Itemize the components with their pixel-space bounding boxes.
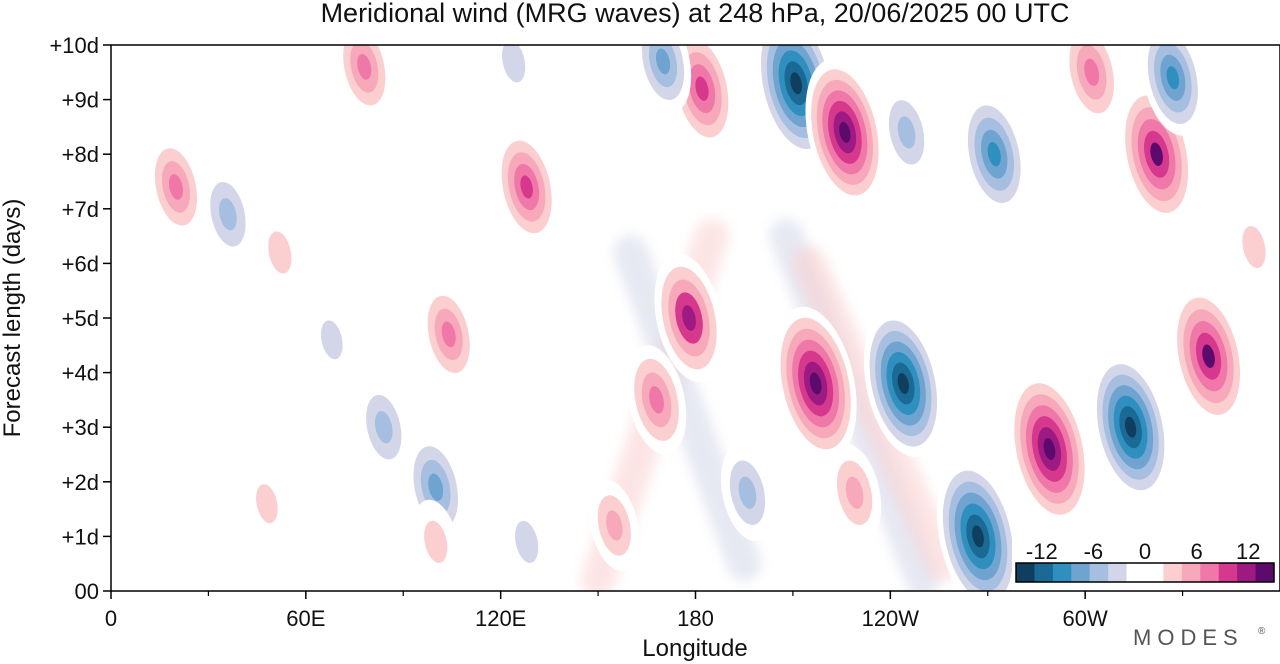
wind-feature — [863, 309, 943, 458]
chart-title: Meridional wind (MRG waves) at 248 hPa, … — [321, 0, 1070, 28]
colorbar-segment — [1034, 563, 1054, 582]
wind-feature — [503, 499, 550, 584]
colorbar-segment — [1200, 563, 1220, 582]
wind-feature — [880, 83, 934, 181]
colorbar-segment — [1052, 563, 1072, 582]
x-tick-label: 120W — [862, 606, 920, 631]
wind-feature — [626, 345, 687, 455]
y-tick-label: +1d — [62, 524, 99, 549]
colorbar-segment — [1218, 563, 1238, 582]
plot-area — [111, 45, 1280, 591]
y-tick-label: +6d — [62, 251, 99, 276]
y-tick-label: +10d — [49, 33, 99, 58]
x-tick-label: 180 — [677, 606, 714, 631]
watermark: MODES — [1133, 625, 1244, 650]
colorbar-segment — [1071, 563, 1091, 582]
wind-feature — [201, 165, 255, 263]
wind-feature — [634, 45, 692, 113]
colorbar-segment — [1108, 563, 1128, 582]
colorbar-tick-label: 6 — [1190, 539, 1202, 564]
wind-feature — [495, 129, 558, 245]
colorbar-segment — [1163, 563, 1183, 582]
wind-feature — [720, 444, 774, 542]
wind-feature — [1141, 45, 1205, 136]
wind-feature — [589, 480, 640, 571]
y-tick-label: +9d — [62, 88, 99, 113]
colorbar-tick-label: 0 — [1139, 539, 1151, 564]
x-tick-label: 60W — [1063, 606, 1108, 631]
wind-feature — [490, 45, 537, 104]
y-axis: 00 +1d +2d +3d +4d +5d +6d +7d +8d +9d +10d — [49, 33, 111, 604]
wind-feature — [310, 300, 354, 379]
wind-feature — [961, 93, 1028, 216]
wind-feature — [1008, 372, 1091, 526]
x-tick-label: 60E — [286, 606, 325, 631]
x-axis: 0 60E 120E 180 120W 60W — [105, 591, 1184, 631]
wind-feature — [1061, 45, 1122, 127]
x-tick-label: 120E — [475, 606, 526, 631]
wind-feature — [654, 253, 724, 383]
wind-feature — [805, 58, 885, 206]
wind-feature — [245, 464, 289, 543]
x-axis-label: Longitude — [642, 635, 747, 662]
wind-anomaly-features — [147, 45, 1278, 591]
wind-feature — [147, 135, 205, 239]
wind-feature — [828, 444, 882, 542]
y-tick-label: +4d — [62, 361, 99, 386]
wind-feature — [256, 210, 304, 295]
wind-feature — [937, 459, 1020, 591]
colorbar-tick-label: 12 — [1236, 539, 1260, 564]
colorbar-segment — [1089, 563, 1109, 582]
y-tick-label: +3d — [62, 415, 99, 440]
y-tick-label: +5d — [62, 306, 99, 331]
wind-feature — [1230, 204, 1278, 290]
colorbar-segment — [1237, 563, 1257, 582]
wave-band — [613, 235, 762, 581]
wind-feature — [1091, 353, 1171, 501]
colorbar-tick-label: -12 — [1026, 539, 1058, 564]
colorbar-tick-label: -6 — [1084, 539, 1104, 564]
colorbar-frame — [1015, 562, 1275, 583]
wind-feature — [420, 282, 477, 386]
colorbar-segment — [1126, 563, 1146, 582]
wind-feature — [357, 378, 411, 476]
colorbar-segment — [1016, 563, 1035, 582]
colorbar-segment — [1145, 563, 1164, 582]
wind-feature — [774, 306, 857, 461]
wind-feature — [336, 45, 393, 119]
colorbar: -12 -6 0 6 12 — [1012, 539, 1278, 587]
y-axis-label: Forecast length (days) — [0, 199, 26, 438]
x-tick-label: 0 — [105, 606, 117, 631]
wind-feature — [1170, 285, 1247, 427]
y-tick-label: +2d — [62, 470, 99, 495]
registered-mark: ® — [1258, 626, 1266, 637]
y-tick-label: 00 — [75, 579, 99, 604]
y-tick-label: +8d — [62, 142, 99, 167]
wind-feature — [412, 499, 460, 584]
y-tick-label: +7d — [62, 197, 99, 222]
colorbar-segment — [1181, 563, 1201, 582]
colorbar-segment — [1255, 563, 1275, 582]
